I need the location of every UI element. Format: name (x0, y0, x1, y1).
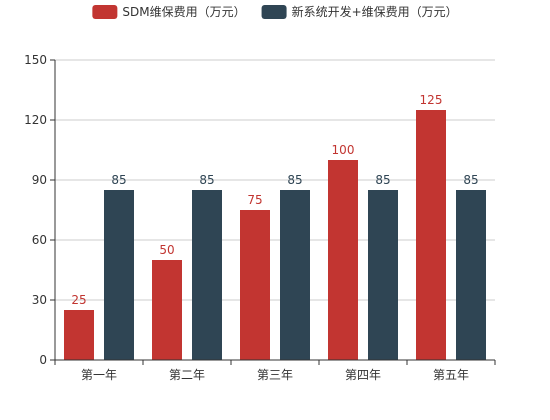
y-tick-label: 30 (32, 293, 47, 307)
bar-value-label: 85 (111, 173, 126, 187)
legend-label: SDM维保费用（万元） (122, 5, 245, 19)
legend-swatch (92, 5, 118, 19)
bar[interactable] (416, 110, 446, 360)
bar[interactable] (240, 210, 270, 360)
x-tick-label: 第三年 (257, 368, 293, 382)
bar[interactable] (280, 190, 310, 360)
y-tick-label: 0 (39, 353, 47, 367)
x-tick-label: 第二年 (169, 368, 205, 382)
legend-item[interactable]: 新系统开发+维保费用（万元） (261, 4, 458, 19)
chart-legend: SDM维保费用（万元） 新系统开发+维保费用（万元） (92, 4, 458, 19)
chart-bars (64, 110, 486, 360)
bar[interactable] (328, 160, 358, 360)
bar[interactable] (64, 310, 94, 360)
bar[interactable] (192, 190, 222, 360)
x-tick-label: 第一年 (81, 368, 117, 382)
legend-swatch (261, 5, 287, 19)
bar-value-label: 85 (199, 173, 214, 187)
bar-value-label: 75 (247, 193, 262, 207)
y-tick-label: 90 (32, 173, 47, 187)
bar-value-label: 85 (375, 173, 390, 187)
bar-value-label: 85 (287, 173, 302, 187)
bar-value-label: 85 (463, 173, 478, 187)
bar-value-label: 50 (159, 243, 174, 257)
y-tick-label: 150 (24, 53, 47, 67)
legend-label: 新系统开发+维保费用（万元） (292, 4, 458, 19)
bar[interactable] (456, 190, 486, 360)
y-tick-label: 60 (32, 233, 47, 247)
bar-value-label: 25 (71, 293, 86, 307)
legend-item[interactable]: SDM维保费用（万元） (92, 5, 246, 19)
bar[interactable] (368, 190, 398, 360)
chart-axes: 0 30 60 90 120 150 第一年 第二年 第三年 第四年 第五年 (24, 53, 496, 382)
bar-value-label: 125 (420, 93, 443, 107)
x-tick-label: 第四年 (345, 368, 381, 382)
bar-value-label: 100 (332, 143, 355, 157)
chart-data-labels: 25 50 75 100 125 85 85 85 85 85 (71, 93, 478, 307)
x-tick-label: 第五年 (433, 368, 469, 382)
y-tick-label: 120 (24, 113, 47, 127)
bar[interactable] (152, 260, 182, 360)
bar[interactable] (104, 190, 134, 360)
